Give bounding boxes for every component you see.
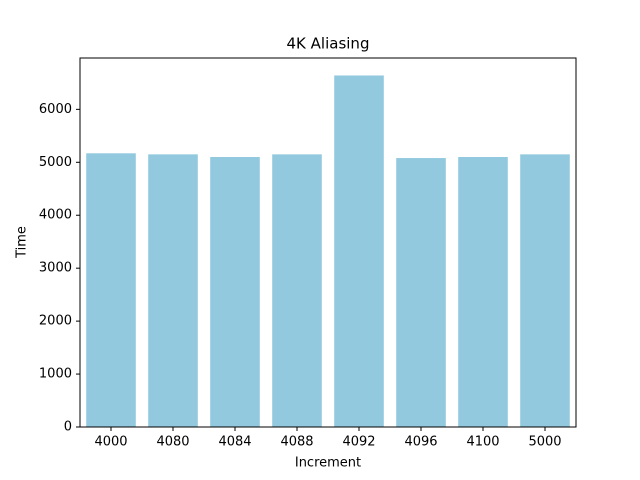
y-tick-label: 0 xyxy=(64,420,72,435)
x-tick-label: 4100 xyxy=(466,435,499,450)
bar xyxy=(210,157,260,427)
bar xyxy=(148,154,198,427)
y-tick-label: 1000 xyxy=(39,367,72,382)
x-tick-label: 4084 xyxy=(218,435,251,450)
x-tick-label: 4000 xyxy=(94,435,127,450)
bar xyxy=(334,75,384,428)
plot-frame xyxy=(79,57,577,428)
y-tick-label: 4000 xyxy=(39,208,72,223)
x-tick-label: 4080 xyxy=(156,435,189,450)
x-tick-label: 4096 xyxy=(404,435,437,450)
bar xyxy=(396,158,446,427)
bar xyxy=(520,154,570,427)
bar xyxy=(458,157,508,427)
x-tick-label: 4092 xyxy=(342,435,375,450)
y-tick-label: 3000 xyxy=(39,261,72,276)
x-tick-label: 4088 xyxy=(280,435,313,450)
bar xyxy=(272,154,322,427)
chart-title: 4K Aliasing xyxy=(287,35,370,53)
y-axis-label: Time xyxy=(15,226,30,259)
x-tick-label: 5000 xyxy=(528,435,561,450)
y-tick-label: 2000 xyxy=(39,314,72,329)
bar xyxy=(86,153,136,427)
y-tick-label: 6000 xyxy=(39,102,72,117)
y-tick-label: 5000 xyxy=(39,155,72,170)
x-axis-label: Increment xyxy=(295,456,361,471)
